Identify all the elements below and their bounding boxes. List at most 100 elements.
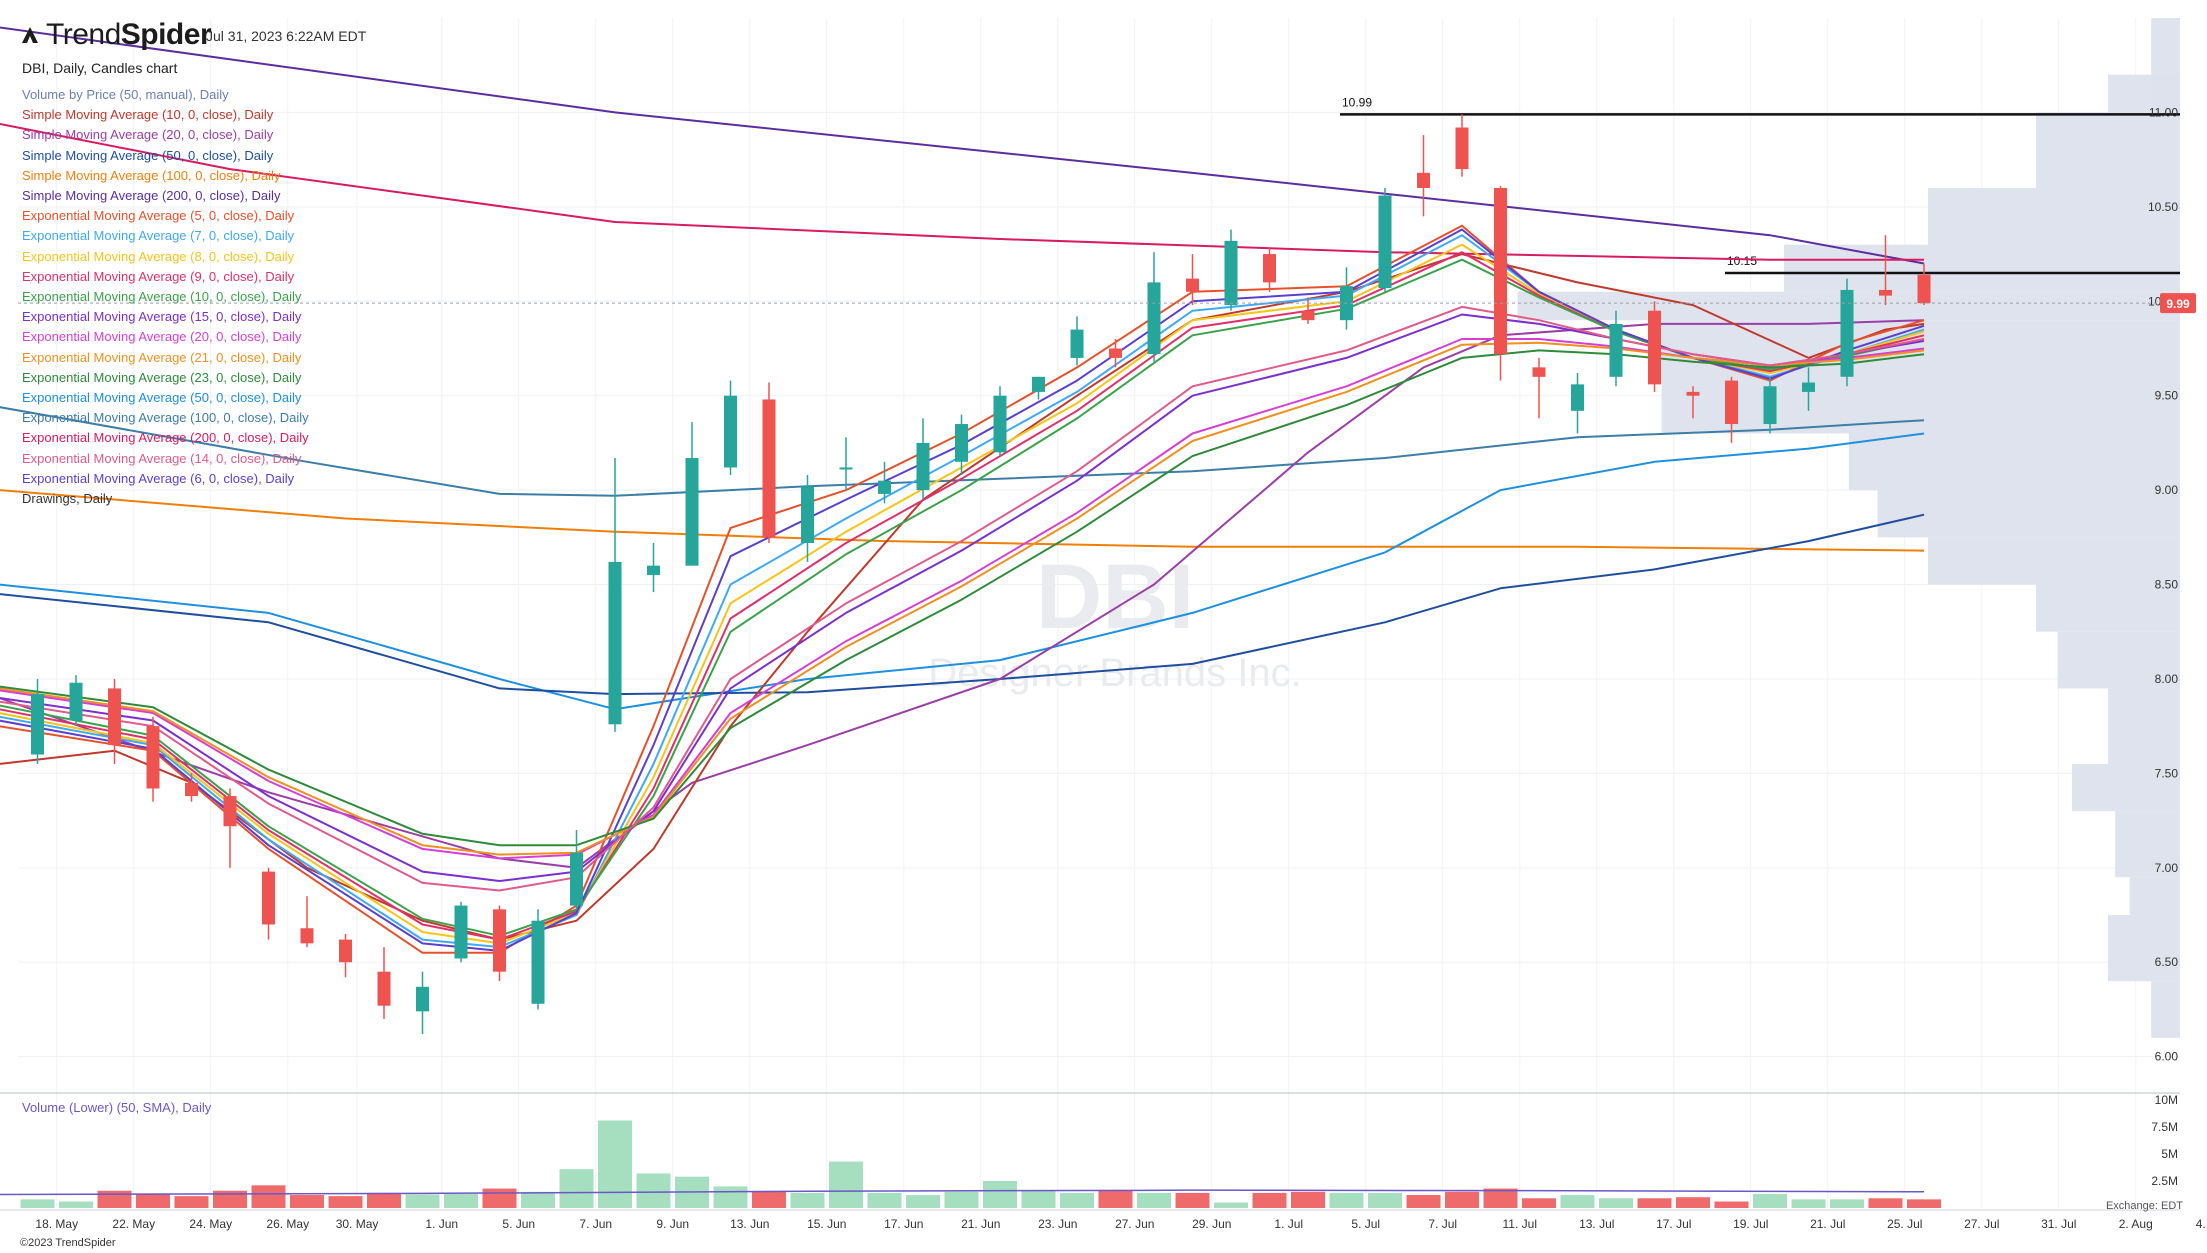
volume-bar[interactable] [983, 1181, 1017, 1208]
candle[interactable] [1879, 235, 1892, 306]
volume-bar[interactable] [1445, 1191, 1479, 1208]
candle[interactable] [531, 909, 545, 1010]
candle[interactable] [339, 933, 352, 978]
legend-item[interactable]: Simple Moving Average (50, 0, close), Da… [22, 147, 274, 163]
volume-bar[interactable] [906, 1195, 940, 1208]
candle[interactable] [1648, 301, 1661, 392]
volume-bar[interactable] [1868, 1198, 1903, 1208]
candle[interactable] [1109, 339, 1122, 368]
volume-bar[interactable] [482, 1188, 517, 1208]
candle[interactable] [1147, 252, 1161, 362]
legend-item[interactable]: Exponential Moving Average (15, 0, close… [22, 309, 302, 325]
candle[interactable] [1340, 267, 1353, 330]
volume-bar[interactable] [213, 1190, 247, 1208]
volume-bar[interactable] [1137, 1192, 1171, 1208]
volume-bar[interactable] [1329, 1192, 1364, 1208]
volume-bar[interactable] [1753, 1193, 1787, 1208]
legend-item[interactable]: Exponential Moving Average (9, 0, close)… [22, 268, 295, 284]
legend-item[interactable]: Exponential Moving Average (200, 0, clos… [22, 430, 309, 446]
volume-bar[interactable] [1907, 1199, 1941, 1208]
candle[interactable] [185, 773, 198, 802]
volume-bar[interactable] [713, 1186, 748, 1208]
volume-bar[interactable] [290, 1195, 324, 1208]
volume-bar[interactable] [1175, 1192, 1210, 1208]
candle[interactable] [1186, 254, 1199, 306]
volume-bar[interactable] [1676, 1197, 1710, 1208]
legend-item[interactable]: Exponential Moving Average (8, 0, close)… [22, 248, 295, 264]
candle[interactable] [878, 461, 891, 504]
candle[interactable] [955, 414, 968, 476]
volume-bar[interactable] [521, 1191, 555, 1208]
candle[interactable] [1070, 316, 1084, 366]
volume-bar[interactable] [559, 1169, 594, 1208]
candle[interactable] [69, 675, 83, 727]
legend-item[interactable]: Volume by Price (50, manual), Daily [22, 87, 229, 102]
volume-bar[interactable] [405, 1194, 440, 1209]
candle[interactable] [223, 788, 237, 868]
candle[interactable] [1494, 186, 1507, 381]
candle[interactable] [685, 422, 699, 566]
candle[interactable] [1417, 135, 1430, 217]
volume-bar[interactable] [752, 1191, 786, 1208]
legend-item[interactable]: Simple Moving Average (10, 0, close), Da… [22, 107, 274, 123]
volume-bar[interactable] [867, 1192, 902, 1208]
volume-bar[interactable] [97, 1190, 132, 1208]
candle[interactable] [1917, 263, 1931, 306]
candle[interactable] [1609, 310, 1623, 387]
candle[interactable] [647, 543, 660, 593]
legend-item[interactable]: Exponential Moving Average (50, 0, close… [22, 390, 302, 406]
volume-pane-label[interactable]: Volume (Lower) (50, SMA), Daily [22, 1100, 212, 1115]
volume-bar[interactable] [1368, 1192, 1402, 1208]
volume-bar[interactable] [136, 1194, 170, 1209]
legend-item[interactable]: Exponential Moving Average (10, 0, close… [22, 289, 302, 305]
candle[interactable] [1686, 386, 1700, 419]
legend-item[interactable]: Exponential Moving Average (6, 0, close)… [22, 470, 295, 486]
legend-item[interactable]: Exponential Moving Average (7, 0, close)… [22, 228, 295, 244]
volume-bar[interactable] [1021, 1190, 1056, 1208]
candle[interactable] [1840, 278, 1854, 387]
volume-bar[interactable] [1060, 1192, 1094, 1208]
volume-bar[interactable] [1637, 1198, 1672, 1208]
candle[interactable] [146, 716, 160, 802]
volume-bar[interactable] [1098, 1190, 1133, 1208]
volume-bar[interactable] [790, 1192, 825, 1208]
legend-item[interactable]: Exponential Moving Average (21, 0, close… [22, 349, 302, 365]
candle[interactable] [1571, 373, 1584, 434]
legend-item[interactable]: Simple Moving Average (200, 0, close), D… [22, 188, 281, 204]
legend-item[interactable]: Drawings, Daily [22, 491, 113, 507]
candle[interactable] [993, 386, 1007, 457]
candle[interactable] [1301, 297, 1315, 324]
legend-item[interactable]: Exponential Moving Average (20, 0, close… [22, 329, 302, 345]
candle[interactable] [31, 678, 44, 764]
candle[interactable] [801, 475, 814, 562]
volume-bar[interactable] [1522, 1198, 1556, 1208]
volume-bar[interactable] [1830, 1199, 1864, 1208]
volume-bar[interactable] [174, 1196, 209, 1208]
volume-bar[interactable] [636, 1173, 671, 1208]
volume-bar[interactable] [1406, 1195, 1441, 1208]
candle[interactable] [1725, 376, 1738, 443]
candle[interactable] [762, 382, 776, 544]
volume-bar[interactable] [20, 1199, 55, 1208]
candle[interactable] [493, 905, 506, 982]
legend-item[interactable]: Exponential Moving Average (14, 0, close… [22, 450, 302, 466]
volume-bar[interactable] [1214, 1202, 1248, 1208]
volume-bar[interactable] [1714, 1201, 1749, 1208]
volume-bar[interactable] [251, 1185, 286, 1208]
candle[interactable] [1802, 367, 1815, 411]
legend-item[interactable]: Exponential Moving Average (23, 0, close… [22, 369, 302, 385]
candle[interactable] [608, 458, 622, 732]
volume-bar[interactable] [328, 1196, 363, 1208]
candle[interactable] [108, 678, 121, 764]
candle[interactable] [1455, 114, 1469, 177]
candle[interactable] [262, 867, 275, 940]
candle[interactable] [1532, 357, 1546, 419]
candle[interactable] [839, 437, 853, 491]
candle[interactable] [1378, 187, 1392, 292]
legend-item[interactable]: Simple Moving Average (20, 0, close), Da… [22, 127, 274, 143]
volume-bar[interactable] [1560, 1195, 1595, 1208]
volume-bar[interactable] [944, 1191, 979, 1208]
candle[interactable] [416, 971, 429, 1035]
volume-bar[interactable] [1291, 1191, 1325, 1208]
